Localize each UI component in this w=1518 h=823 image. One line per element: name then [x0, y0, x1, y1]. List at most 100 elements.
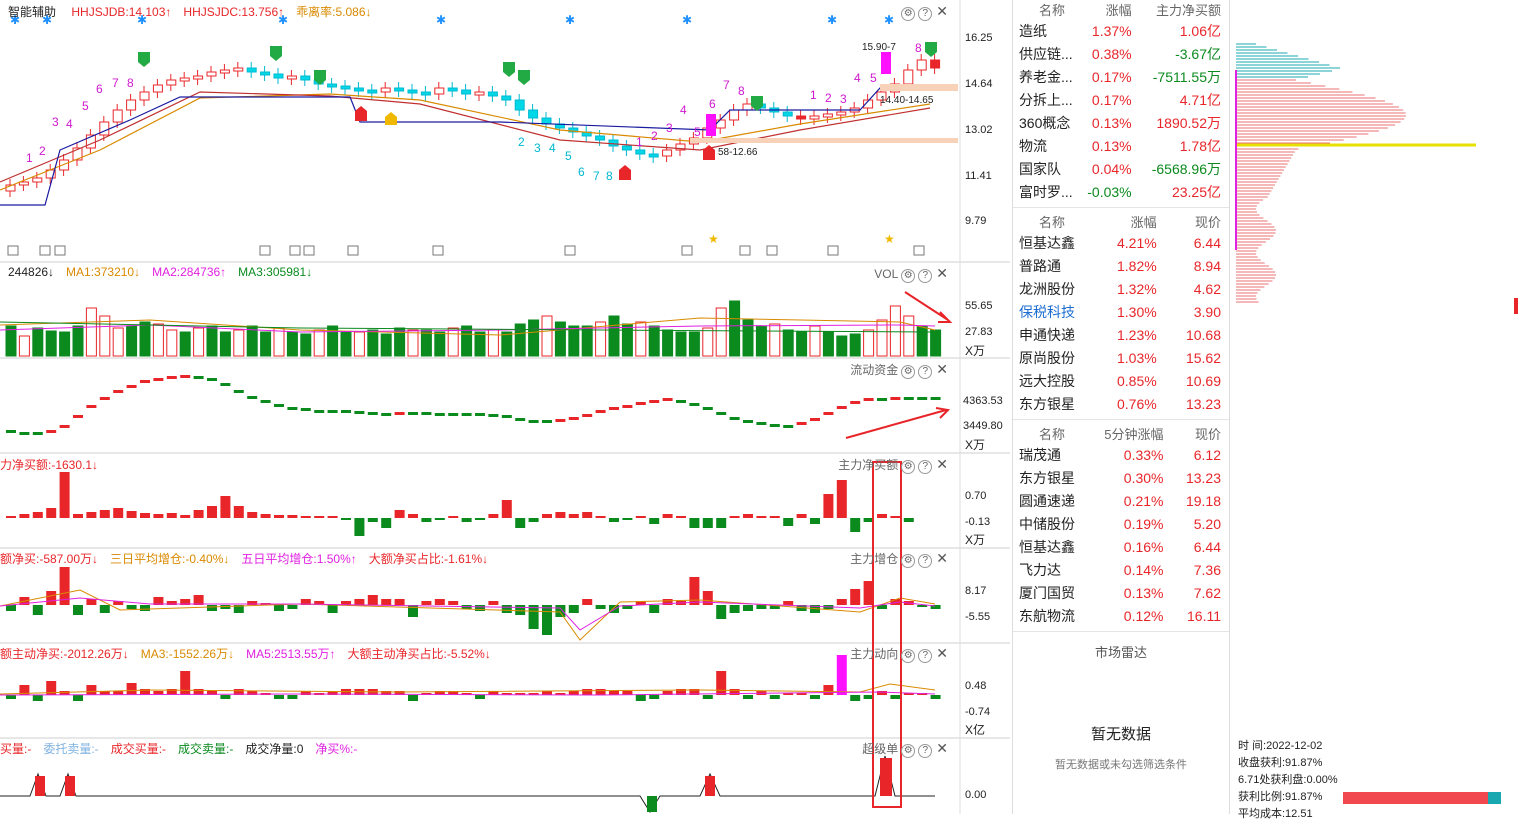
- table-row[interactable]: 中储股份 0.19% 5.20: [1013, 512, 1229, 535]
- settings-icon[interactable]: ⚙: [901, 460, 916, 474]
- active-bar: [582, 689, 593, 695]
- table-row[interactable]: 飞力达 0.14% 7.36: [1013, 558, 1229, 581]
- signal-pin: [925, 42, 937, 57]
- active-bar: [166, 689, 177, 695]
- active-indicators: 额主动净买:-2012.26万↓ MA3:-1552.26万↓ MA5:2513.5…: [0, 647, 503, 661]
- stock-speed-change: 0.33%: [1123, 446, 1164, 463]
- close-icon[interactable]: ✕: [936, 3, 948, 19]
- column-header[interactable]: 名称: [1039, 3, 1066, 18]
- table-row[interactable]: 富时罗... -0.03% 23.25亿: [1013, 180, 1229, 203]
- help-icon[interactable]: ?: [918, 269, 933, 283]
- price-axis-label: 16.25: [965, 32, 993, 44]
- help-icon[interactable]: ?: [918, 460, 933, 474]
- indicator-value: 净买%:-: [315, 742, 358, 756]
- table-row[interactable]: 国家队 0.04% -6568.96万: [1013, 157, 1229, 180]
- chart-area[interactable]: ✱ ✱ ✱ ✱ ✱ ✱ ✱ ✱ ✱ ★ ★ 1 2 3 4 5 6 7 8 2 3 4 5 6 7 8 1 2 3 4 5 6 7 8 1 2 3 4 5 8…: [0, 0, 1010, 814]
- flow-dash: [676, 400, 686, 403]
- close-icon[interactable]: ✕: [936, 740, 948, 756]
- settings-icon[interactable]: ⚙: [901, 7, 916, 21]
- table-row[interactable]: 远大控股 0.85% 10.69: [1013, 369, 1229, 392]
- stock-speed-change: 0.21%: [1123, 492, 1164, 509]
- flow-dash: [743, 420, 753, 423]
- close-icon[interactable]: ✕: [936, 456, 948, 472]
- volume-bar: [340, 331, 352, 357]
- table-row[interactable]: 360概念 0.13% 1890.52万: [1013, 111, 1229, 134]
- column-header[interactable]: 名称: [1039, 215, 1066, 230]
- close-icon[interactable]: ✕: [936, 361, 948, 377]
- volume-bar: [688, 331, 700, 357]
- table-row[interactable]: 东航物流 0.12% 16.11: [1013, 604, 1229, 627]
- table-row[interactable]: 申通快递 1.23% 10.68: [1013, 323, 1229, 346]
- table-row[interactable]: 圆通速递 0.21% 19.18: [1013, 489, 1229, 512]
- table-row[interactable]: 原尚股份 1.03% 15.62: [1013, 346, 1229, 369]
- table-row[interactable]: 保税科技 1.30% 3.90: [1013, 300, 1229, 323]
- indicator-value: 成交卖量:-: [178, 742, 234, 756]
- table-row[interactable]: 分拆上... 0.17% 4.71亿: [1013, 88, 1229, 111]
- sequence-number: 4: [549, 141, 556, 155]
- column-header[interactable]: 涨幅: [1105, 3, 1132, 18]
- table-row[interactable]: 养老金... 0.17% -7511.55万: [1013, 65, 1229, 88]
- table-row[interactable]: 供应链... 0.38% -3.67亿: [1013, 42, 1229, 65]
- settings-icon[interactable]: ⚙: [901, 365, 916, 379]
- close-icon[interactable]: ✕: [936, 265, 948, 281]
- settings-icon[interactable]: ⚙: [901, 269, 916, 283]
- stock-name: 中储股份: [1019, 515, 1075, 532]
- signal-candle: [706, 114, 716, 136]
- range-price-label: 14.40-14.65: [880, 95, 934, 106]
- table-row[interactable]: 普路通 1.82% 8.94: [1013, 254, 1229, 277]
- table-row[interactable]: 厦门国贸 0.13% 7.62: [1013, 581, 1229, 604]
- accum-bar: [233, 605, 244, 613]
- volume-bar: [514, 323, 526, 357]
- flow-dash: [314, 410, 325, 413]
- settings-icon[interactable]: ⚙: [901, 554, 916, 568]
- help-icon[interactable]: ?: [918, 744, 933, 758]
- flow-dash: [247, 396, 258, 399]
- active-bar: [73, 695, 83, 701]
- table-row[interactable]: 恒基达鑫 4.21% 6.44: [1013, 231, 1229, 254]
- candle-body: [139, 91, 150, 101]
- table-row[interactable]: 东方银星 0.76% 13.23: [1013, 392, 1229, 415]
- column-header[interactable]: 涨幅: [1130, 215, 1157, 230]
- active-bar: [327, 691, 338, 695]
- indicator-value: 五日平均增仓:1.50%↑: [241, 552, 357, 566]
- column-header[interactable]: 现价: [1194, 427, 1221, 442]
- close-icon[interactable]: ✕: [936, 550, 948, 566]
- table-row[interactable]: 恒基达鑫 0.16% 6.44: [1013, 535, 1229, 558]
- help-icon[interactable]: ?: [918, 554, 933, 568]
- active-ma: [0, 683, 936, 695]
- candle-body: [367, 89, 378, 94]
- column-header[interactable]: 主力净买额: [1155, 3, 1221, 18]
- close-icon[interactable]: ✕: [936, 645, 948, 661]
- active-bar: [220, 695, 231, 699]
- sequence-number: 6: [96, 82, 103, 96]
- accum-bar: [555, 605, 566, 617]
- net-buy-unit: X万: [965, 533, 986, 547]
- active-bar: [649, 695, 660, 699]
- help-icon[interactable]: ?: [918, 7, 933, 21]
- accum-bar: [6, 605, 16, 611]
- flow-dash: [796, 422, 807, 425]
- table-row[interactable]: 瑞茂通 0.33% 6.12: [1013, 443, 1229, 466]
- volume-bar: [796, 331, 808, 357]
- table-row[interactable]: 物流 0.13% 1.78亿: [1013, 134, 1229, 157]
- flow-dash: [769, 424, 780, 427]
- accum-bar: [475, 605, 485, 611]
- column-header[interactable]: 5分钟涨幅: [1104, 427, 1164, 442]
- column-header[interactable]: 现价: [1194, 215, 1221, 230]
- help-icon[interactable]: ?: [918, 649, 933, 663]
- column-header[interactable]: 名称: [1039, 427, 1066, 442]
- candle-body: [18, 181, 29, 186]
- indicator-value: 成交买量:-: [110, 742, 167, 756]
- table-row[interactable]: 造纸 1.37% 1.06亿: [1013, 19, 1229, 42]
- accum-bar: [140, 605, 150, 611]
- volume-bar: [407, 329, 419, 357]
- price-axis-label: 14.64: [965, 78, 993, 90]
- net-buy-bar: [555, 512, 566, 518]
- settings-icon[interactable]: ⚙: [901, 649, 916, 663]
- settings-icon[interactable]: ⚙: [901, 744, 916, 758]
- help-icon[interactable]: ?: [918, 365, 933, 379]
- table-row[interactable]: 东方银星 0.30% 13.23: [1013, 466, 1229, 489]
- table-row[interactable]: 龙洲股份 1.32% 4.62: [1013, 277, 1229, 300]
- candle-body: [729, 109, 740, 121]
